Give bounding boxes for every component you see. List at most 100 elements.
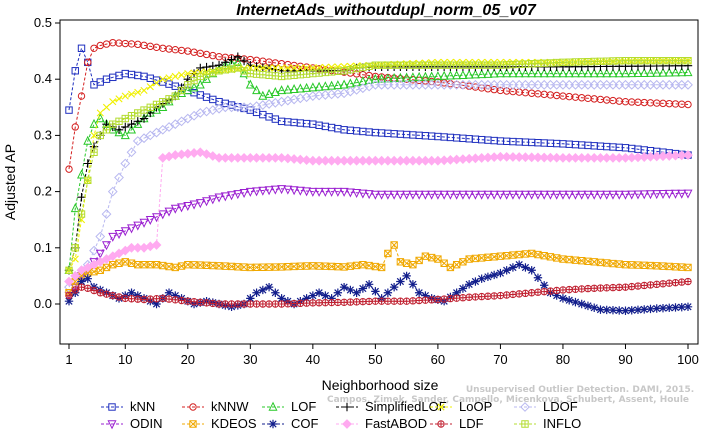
data-point-ldf xyxy=(628,282,636,291)
data-point-inflo xyxy=(115,117,123,126)
data-point-cof xyxy=(264,282,274,292)
data-point-ldf xyxy=(109,291,117,300)
data-point-knn xyxy=(77,44,86,52)
data-point-cof xyxy=(396,277,405,286)
data-point-kdeos xyxy=(352,261,361,270)
data-point-kdeos xyxy=(565,255,573,264)
legend-marker-cof xyxy=(268,419,278,429)
data-point-odin xyxy=(270,185,280,195)
data-point-ldf xyxy=(552,286,561,295)
data-point-lof xyxy=(427,71,437,81)
data-point-cof xyxy=(389,282,399,292)
data-point-ldf xyxy=(121,294,129,302)
data-point-ldf xyxy=(277,300,286,308)
data-point-lof xyxy=(308,82,318,92)
data-point-inflo xyxy=(271,72,280,80)
data-point-inflo xyxy=(90,148,98,156)
data-point-kdeos xyxy=(115,259,123,267)
data-point-kdeos xyxy=(615,260,623,268)
data-point-lof xyxy=(564,68,574,78)
data-point-inflo xyxy=(340,67,348,75)
data-point-lof xyxy=(452,70,462,80)
data-point-lof xyxy=(527,68,537,78)
data-point-odin xyxy=(677,189,687,199)
data-point-kdeos xyxy=(234,263,242,271)
data-point-inflo xyxy=(334,67,342,76)
legend-marker-simplifiedlof xyxy=(342,402,352,412)
data-point-ldf xyxy=(221,300,230,308)
data-point-cof xyxy=(464,280,474,289)
data-point-cof xyxy=(621,306,630,315)
data-point-knn xyxy=(240,104,248,113)
data-point-ldf xyxy=(415,296,423,305)
data-point-lof xyxy=(177,87,187,97)
data-point-ldf xyxy=(115,293,123,301)
data-point-odin xyxy=(683,189,693,199)
legend-label-ldf: LDF xyxy=(459,416,484,431)
data-point-inflo xyxy=(209,68,217,77)
data-point-odin xyxy=(570,190,580,200)
data-point-kdeos xyxy=(177,262,186,270)
data-point-inflo xyxy=(165,95,173,103)
data-point-cof xyxy=(64,296,74,306)
data-point-lof xyxy=(289,83,299,94)
data-point-lof xyxy=(645,67,655,77)
data-point-simplifiedlof xyxy=(77,193,86,202)
x-tick-label: 50 xyxy=(368,352,382,367)
data-point-ldf xyxy=(584,284,592,293)
x-tick-label: 40 xyxy=(306,352,320,367)
data-point-odin xyxy=(508,190,518,200)
data-point-cof xyxy=(271,288,280,297)
legend-label-simplifiedlof: SimplifiedLOF xyxy=(365,399,447,414)
data-point-loop xyxy=(259,64,267,72)
data-point-loop xyxy=(296,64,304,72)
data-point-kdeos xyxy=(640,261,648,270)
data-point-inflo xyxy=(421,61,430,69)
data-point-cof xyxy=(352,288,361,297)
data-point-lof xyxy=(589,68,599,78)
data-point-loop xyxy=(190,69,198,77)
series-layer xyxy=(64,38,693,315)
data-point-ldf xyxy=(321,299,330,307)
data-point-kdeos xyxy=(484,253,492,262)
data-point-knn xyxy=(65,106,73,114)
data-point-cof xyxy=(321,291,330,300)
data-point-ldf xyxy=(384,297,392,305)
legend: kNN kNNW LOF SimplifiedLOF LoOP LDOF ODIN KDEOS… xyxy=(101,399,581,431)
data-point-odin xyxy=(595,190,605,200)
legend-item-cof: COF xyxy=(262,416,319,431)
data-point-ldf xyxy=(646,281,655,289)
data-point-odin xyxy=(470,190,480,200)
data-point-ldf xyxy=(365,297,373,306)
data-point-ldf xyxy=(184,297,192,305)
data-point-inflo xyxy=(440,61,448,69)
data-point-cof xyxy=(565,296,574,305)
data-point-ldf xyxy=(309,299,317,307)
data-point-cof xyxy=(665,303,674,313)
data-point-cof xyxy=(489,270,499,280)
data-point-ldf xyxy=(521,289,530,297)
data-point-odin xyxy=(670,189,681,199)
data-point-odin xyxy=(133,221,143,231)
data-point-lof xyxy=(520,68,530,78)
data-point-cof xyxy=(596,305,605,314)
legend-item-lof: LOF xyxy=(262,399,316,414)
data-point-knnw xyxy=(90,44,98,52)
data-point-simplifiedlof xyxy=(227,55,236,64)
data-point-loop xyxy=(90,131,98,139)
data-point-ldf xyxy=(490,292,498,300)
data-point-lof xyxy=(533,68,543,78)
data-point-lof xyxy=(108,124,118,134)
data-point-kdeos xyxy=(240,263,248,271)
data-point-lof xyxy=(202,73,212,83)
data-point-lof xyxy=(277,85,287,95)
data-point-loop xyxy=(196,68,204,77)
data-point-loop xyxy=(96,109,104,117)
data-point-ldf xyxy=(140,295,148,304)
data-point-odin xyxy=(520,190,530,200)
data-point-ldf xyxy=(640,281,648,290)
data-point-odin xyxy=(452,190,462,200)
data-point-odin xyxy=(145,216,155,226)
data-point-odin xyxy=(377,190,387,200)
legend-label-knnw: kNNW xyxy=(211,399,249,414)
